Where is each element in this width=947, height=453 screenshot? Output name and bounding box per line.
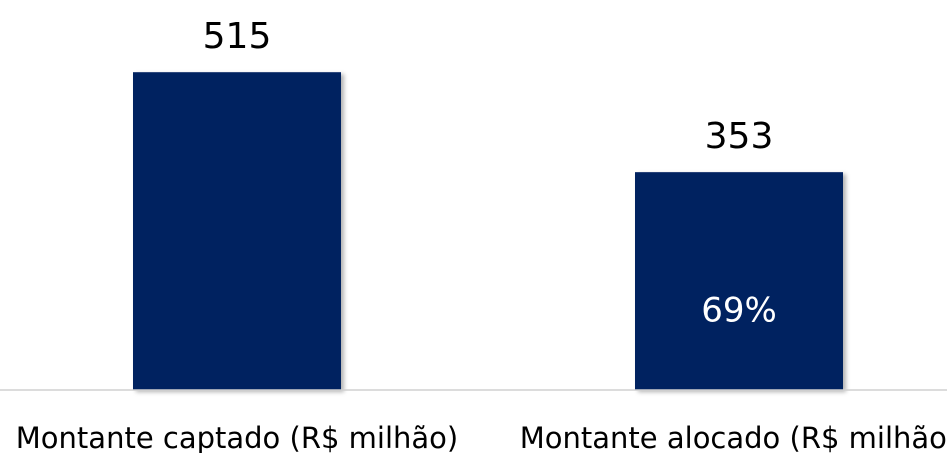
annotation: 69% <box>701 291 777 331</box>
value-label: 353 <box>705 116 774 157</box>
x-tick-label: Montante captado (R$ milhão) <box>16 421 458 453</box>
x-tick-label: Montante alocado (R$ milhão) <box>520 421 947 453</box>
value-label: 515 <box>203 16 272 57</box>
bar <box>133 72 341 390</box>
bar <box>635 172 843 390</box>
